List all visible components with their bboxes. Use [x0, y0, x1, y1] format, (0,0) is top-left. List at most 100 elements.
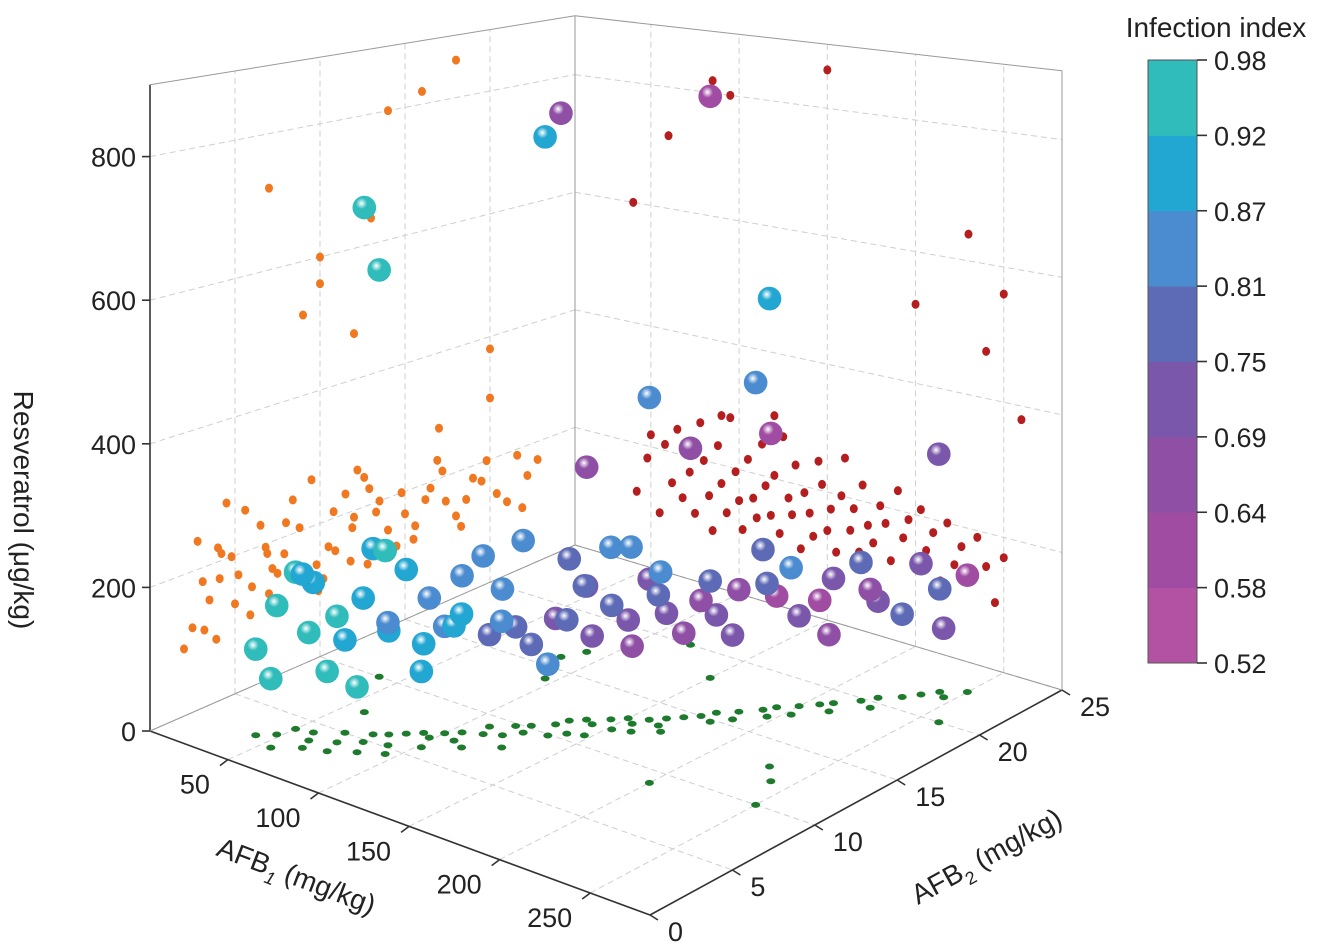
afb1-wall-projection-point — [990, 598, 999, 608]
x-tick — [309, 792, 319, 800]
floor-projection-point — [873, 694, 883, 701]
floor-projection-point — [711, 709, 721, 716]
data-point-sphere — [325, 604, 349, 629]
floor-projection-point — [934, 719, 944, 726]
colorbar-band — [1148, 210, 1197, 287]
floor-projection-point — [734, 708, 744, 715]
data-point-sphere — [290, 562, 315, 586]
colorbar-title: Infection index — [1126, 12, 1307, 43]
afb2-wall-projection-point — [346, 556, 355, 566]
afb1-wall-projection-point — [775, 528, 784, 538]
data-point-sphere — [535, 652, 560, 677]
afb2-wall-projection-point — [469, 473, 477, 483]
floor-projection-point — [340, 729, 350, 736]
data-point-sphere — [787, 604, 811, 628]
data-point-sphere — [759, 421, 783, 446]
grid-line — [574, 74, 1063, 141]
x-tick — [400, 825, 410, 833]
y-tick — [1061, 689, 1071, 696]
floor-edge — [149, 544, 576, 732]
afb2-wall-projection-point — [426, 483, 435, 493]
afb2-wall-projection-point — [248, 582, 256, 592]
floor-projection-point — [582, 716, 592, 723]
floor-projection-point — [540, 675, 550, 682]
floor-projection-point — [556, 653, 566, 660]
afb1-wall-projection-point — [643, 453, 652, 463]
data-point-sphere — [821, 566, 846, 591]
data-point-sphere — [417, 586, 442, 610]
data-point-sphere — [555, 607, 579, 632]
data-point-sphere — [449, 602, 474, 626]
colorbar-tick-label: 0.75 — [1214, 348, 1267, 378]
grid-line — [589, 672, 1005, 894]
afb2-wall-projection-point — [435, 423, 443, 433]
afb2-wall-projection-point — [477, 476, 486, 486]
data-point-sphere — [557, 547, 582, 571]
axes-frame — [149, 15, 1063, 916]
floor-projection-point — [564, 717, 574, 724]
y-tick — [814, 824, 824, 831]
floor-projection-point — [368, 731, 378, 738]
colorbar-tick-label: 0.92 — [1214, 121, 1267, 151]
afb2-wall-projection-point — [452, 511, 460, 521]
x-tick-label: 100 — [255, 803, 300, 833]
floor-projection-point — [419, 729, 429, 736]
afb2-wall-projection-point — [222, 498, 231, 508]
afb1-wall-projection-point — [685, 467, 694, 477]
afb1-wall-projection-point — [696, 418, 705, 428]
grid-line — [319, 656, 815, 826]
afb1-wall-projection-point — [964, 229, 973, 239]
floor-projection-point — [762, 713, 772, 720]
y-tick — [979, 734, 989, 741]
grid-line — [234, 693, 733, 871]
floor-projection-point — [751, 801, 761, 808]
floor-projection-point — [308, 729, 318, 736]
afb1-wall-projection-point — [893, 486, 902, 496]
colorbar-bands — [1148, 60, 1197, 664]
x-tick-label: 250 — [527, 903, 572, 933]
afb2-wall-projection-point — [215, 574, 224, 584]
floor-projection-point — [627, 720, 637, 727]
afb1-wall-projection-point — [655, 508, 664, 518]
floor-projection-point — [679, 714, 689, 721]
afb1-wall-projection-point — [950, 560, 959, 570]
data-point-sphere — [394, 557, 419, 582]
afb2-wall-projection-point — [492, 489, 501, 499]
data-point-sphere — [698, 84, 723, 109]
afb1-wall-projection-point — [1017, 415, 1026, 425]
afb2-wall-projection-point — [409, 534, 418, 544]
afb1-wall-projection-point — [705, 491, 714, 501]
floor-projection-point — [297, 744, 307, 751]
grid-line — [404, 618, 898, 781]
data-point-sphere — [296, 620, 321, 645]
afb1-wall-projection-point — [770, 470, 779, 480]
afb1-wall-projection-point — [660, 439, 669, 449]
afb2-wall-projection-point — [411, 521, 420, 531]
afb2-wall-projection-point — [421, 495, 430, 505]
floor-projection-point — [939, 694, 949, 701]
floor-projection-point — [815, 701, 825, 708]
floor-projection-point — [582, 648, 592, 655]
afb1-wall-projection-point — [629, 197, 638, 207]
x-tick — [581, 892, 591, 900]
afb1-wall-projection-point — [699, 455, 708, 465]
floor-projection-point — [511, 722, 521, 729]
afb2-wall-projection-point — [188, 623, 197, 633]
floor-projection-point — [587, 721, 597, 728]
afb1-wall-projection-point — [735, 496, 744, 506]
afb2-wall-projection-point — [433, 455, 442, 465]
afb1-wall-projection-point — [752, 513, 761, 523]
floor-projection-point — [765, 763, 775, 770]
afb1-wall-projection-point — [904, 515, 913, 525]
data-point-sphere — [409, 659, 434, 684]
afb1-wall-projection-point — [818, 479, 827, 489]
afb1-wall-projection-point — [761, 481, 770, 491]
z-tick-label: 600 — [91, 286, 136, 316]
data-point-sphere — [720, 623, 745, 647]
colorbar-tick-label: 0.69 — [1214, 423, 1267, 453]
data-point-sphere — [471, 544, 495, 568]
data-point-sphere — [519, 632, 544, 657]
data-point-sphere — [549, 101, 573, 125]
afb2-wall-projection-point — [457, 521, 466, 531]
data-point-sphere — [931, 616, 956, 641]
